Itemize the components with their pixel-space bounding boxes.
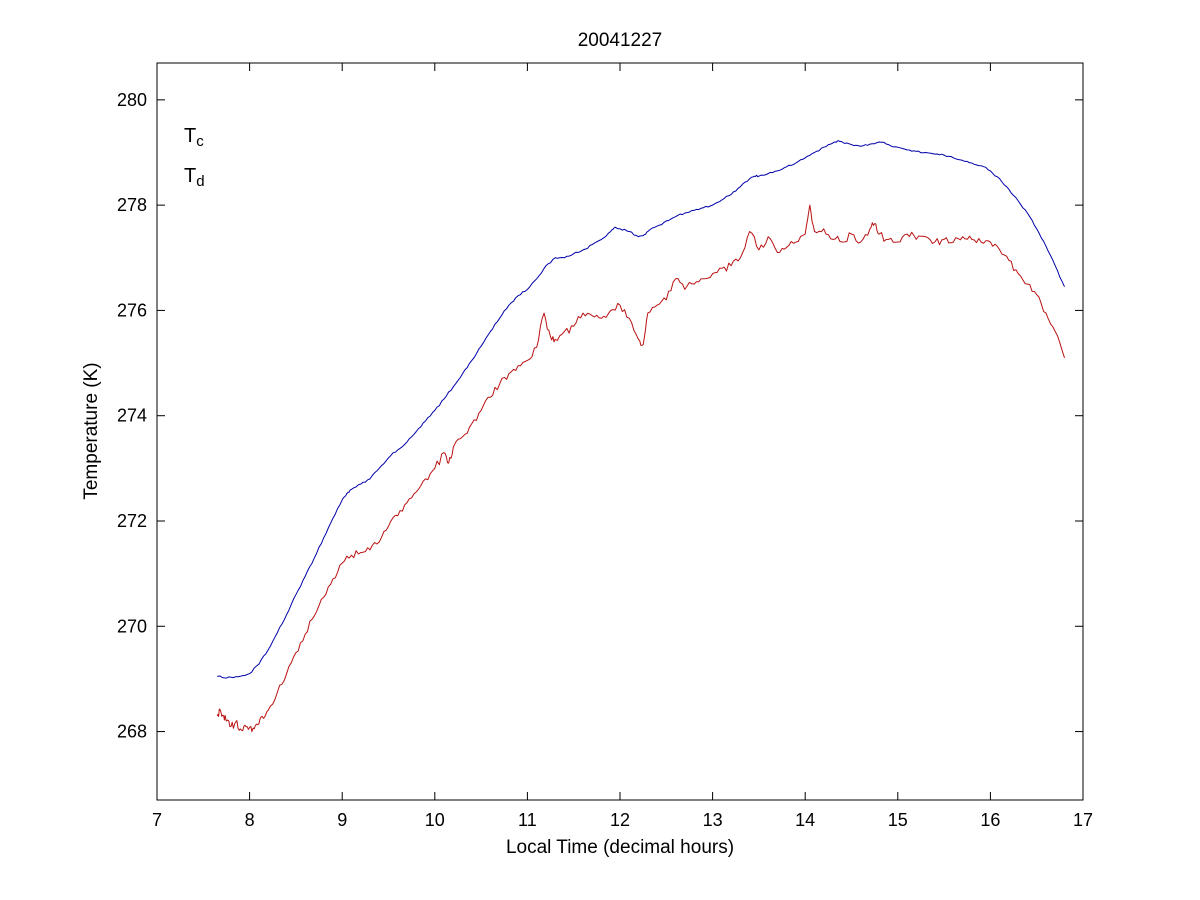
legend-entry-td: Td: [184, 165, 205, 190]
y-tick-label: 280: [117, 90, 147, 110]
legend: Tc Td: [184, 125, 205, 190]
y-tick-label: 270: [117, 616, 147, 636]
legend-td-main: T: [184, 165, 196, 187]
axes-layer: 7 8 9 10 11 12 13 14 15 16 17 268 270 272 274 276 278 280: [117, 62, 1093, 830]
x-axis-label: Local Time (decimal hours): [506, 837, 734, 858]
x-tick-label: 11: [518, 810, 537, 830]
x-tick-label: 13: [703, 810, 723, 830]
x-tick-label: 9: [337, 810, 347, 830]
x-tick-label: 7: [152, 810, 162, 830]
series-line-T_d: [216, 204, 1065, 733]
x-tick-label: 15: [888, 810, 908, 830]
y-tick-label: 268: [117, 722, 147, 742]
y-tick-label: 274: [117, 406, 147, 426]
y-tick-label: 272: [117, 511, 147, 531]
legend-td-sub: d: [196, 173, 204, 190]
x-tick-label: 12: [610, 810, 630, 830]
x-tick-label: 17: [1073, 810, 1093, 830]
series-line-T_c: [217, 140, 1065, 679]
x-tick-label: 16: [980, 810, 1000, 830]
plot-area: [157, 63, 1083, 800]
x-tick-label: 14: [795, 810, 815, 830]
series-layer: [216, 140, 1065, 733]
chart-title: 20041227: [578, 30, 663, 51]
legend-tc-main: T: [184, 125, 196, 147]
legend-entry-tc: Tc: [184, 125, 204, 150]
x-tick-label: 10: [425, 810, 445, 830]
x-tick-label: 8: [245, 810, 255, 830]
y-axis-label: Temperature (K): [81, 362, 102, 499]
y-tick-label: 278: [117, 195, 147, 215]
y-tick-label: 276: [117, 300, 147, 320]
legend-tc-sub: c: [196, 133, 204, 150]
